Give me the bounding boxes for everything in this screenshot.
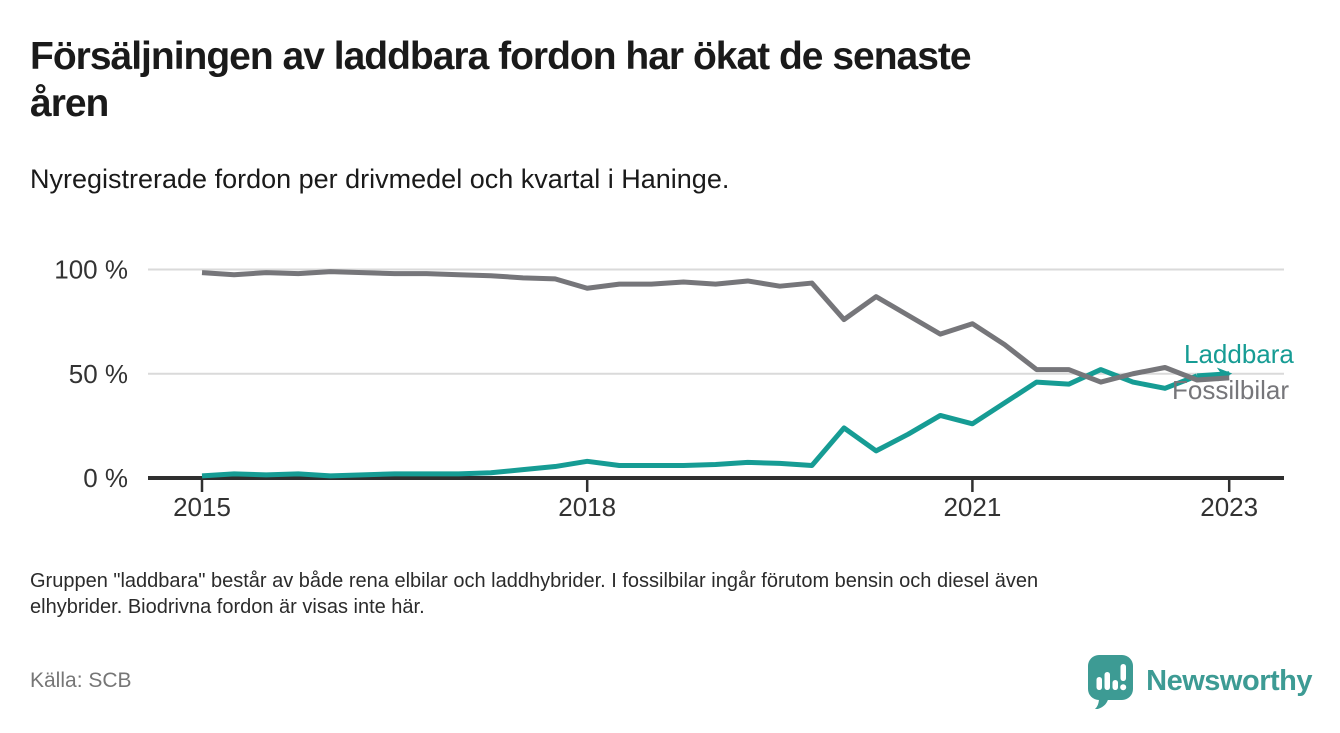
page-title-line1: Försäljningen av laddbara fordon har öka… xyxy=(30,35,972,78)
bottom-bar: Källa: SCB Newsworthy xyxy=(30,653,1312,709)
x-tick-label: 2015 xyxy=(173,492,231,522)
line-chart: 100 % 50 % 0 % 2015 2018 2021 2023 Laddbara Fo… xyxy=(0,239,1340,544)
newsworthy-wordmark: Newsworthy xyxy=(1146,664,1312,697)
series-label-fossilbilar: Fossilbilar xyxy=(1172,375,1289,405)
series-labels: Laddbara Fossilbilar xyxy=(1172,339,1294,405)
series-lines xyxy=(201,268,1233,479)
y-tick-label: 100 % xyxy=(54,254,128,284)
page-title: Försäljningen av laddbara fordon har öka… xyxy=(30,34,1310,128)
trend-arrow-laddbara xyxy=(1196,367,1233,382)
newsworthy-logo: Newsworthy xyxy=(1086,653,1312,709)
footnote-line2: elhybrider. Biodrivna fordon är visas in… xyxy=(30,596,425,619)
newsworthy-logo-icon xyxy=(1088,655,1134,709)
line-fossilbilar xyxy=(201,268,1230,385)
x-tick-label: 2018 xyxy=(558,492,616,522)
y-axis-labels: 100 % 50 % 0 % xyxy=(54,254,128,493)
y-tick-label: 0 % xyxy=(83,463,128,493)
chart-subtitle: Nyregistrerade fordon per drivmedel och … xyxy=(30,163,730,194)
footnote-line1: Gruppen "laddbara" består av både rena e… xyxy=(30,569,1039,592)
x-axis: 2015 2018 2021 2023 xyxy=(173,479,1258,522)
y-tick-label: 50 % xyxy=(69,358,128,388)
x-tick-label: 2023 xyxy=(1200,492,1258,522)
x-tick-label: 2021 xyxy=(943,492,1001,522)
page-title-line2: åren xyxy=(30,81,109,125)
line-laddbara xyxy=(201,366,1199,479)
series-label-laddbara: Laddbara xyxy=(1184,339,1294,369)
line-chart-canvas: 100 % 50 % 0 % 2015 2018 2021 2023 Laddbara Fo… xyxy=(54,254,1294,522)
footnote: Gruppen "laddbara" består av både rena e… xyxy=(30,568,1310,621)
source-label: Källa: SCB xyxy=(30,669,132,692)
